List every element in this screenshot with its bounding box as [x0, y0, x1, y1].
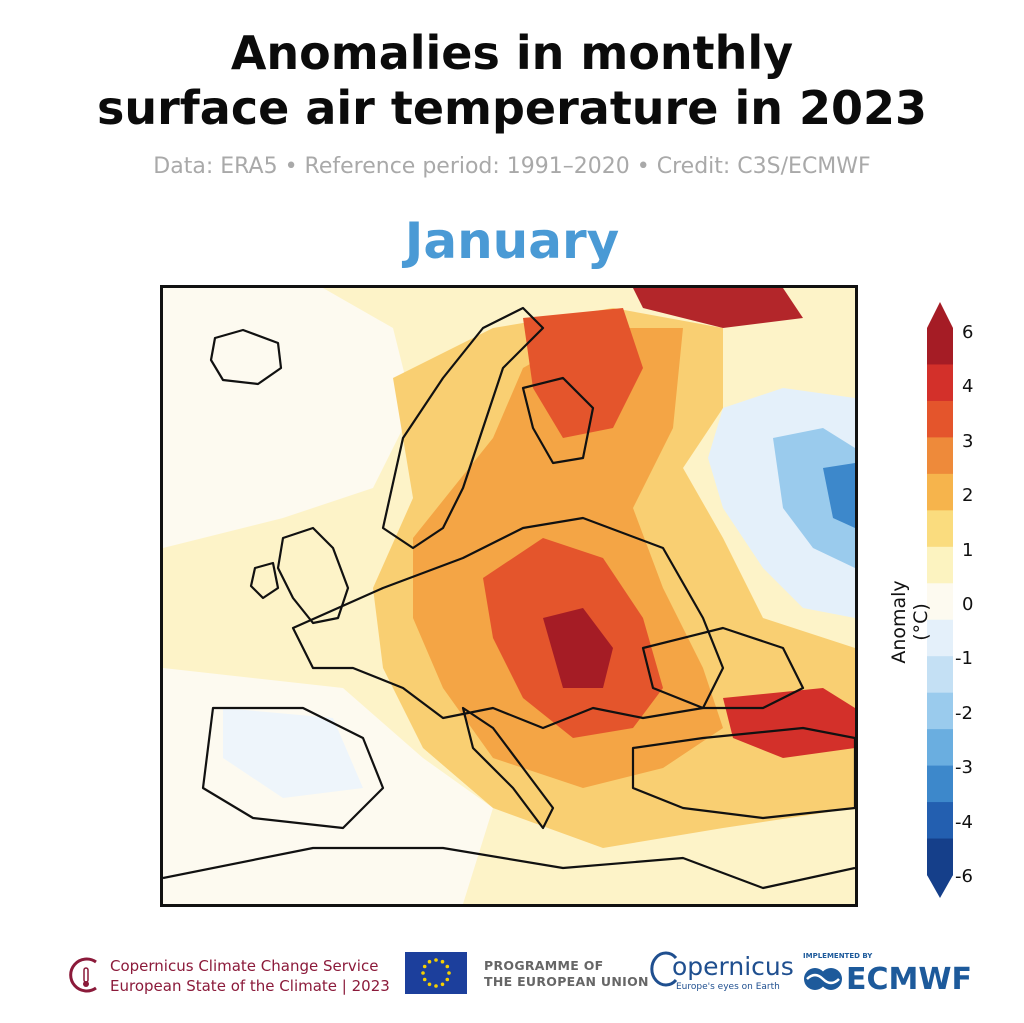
copernicus-wordmark: opernicus	[672, 952, 794, 981]
title-line-2: surface air temperature in 2023	[96, 81, 928, 135]
ecmwf-logo-icon	[804, 968, 842, 990]
hot-core-anatolia	[723, 688, 855, 758]
c3s-text: Copernicus Climate Change Service Europe…	[110, 956, 390, 996]
colorbar-tick-label: 1	[962, 539, 974, 561]
month-heading: January	[404, 212, 620, 270]
colorbar-tick-label: -3	[955, 757, 973, 779]
colorbar-tick-label: 4	[962, 376, 974, 398]
black-sea-outline	[641, 626, 805, 710]
north-africa-outline	[163, 846, 855, 890]
colorbar-tick-label: 6	[962, 322, 974, 343]
copernicus-tagline: Europe's eyes on Earth	[676, 982, 780, 992]
c3s-logo-icon	[69, 957, 97, 993]
colorbar-segment	[927, 400, 953, 438]
subtitle: Data: ERA5 • Reference period: 1991–2020…	[153, 154, 871, 179]
colorbar-title: Anomaly (°C)	[888, 580, 932, 664]
colorbar-segment	[927, 364, 953, 402]
copernicus-c-icon	[650, 951, 678, 987]
cool-core-russia	[773, 428, 855, 568]
title-line-1: Anomalies in monthly	[230, 26, 794, 80]
britain-outline	[276, 526, 350, 625]
implemented-by-text: IMPLEMENTED BY	[803, 952, 873, 960]
iceland-outline	[209, 328, 283, 386]
colorbar-arrow-top	[927, 302, 953, 328]
colorbar	[925, 300, 955, 904]
coastlines	[163, 306, 855, 890]
italy-outline	[461, 706, 555, 830]
colorbar-segment	[927, 729, 953, 767]
colorbar-tick-label: 3	[962, 430, 974, 452]
eu-line-1: PROGRAMME OF	[484, 958, 604, 973]
colorbar-segment	[927, 510, 953, 548]
mainland-outline	[291, 516, 725, 730]
c3s-line-1: Copernicus Climate Change Service	[110, 957, 379, 975]
colorbar-segment	[927, 802, 953, 840]
iberia-outline	[201, 706, 385, 830]
hot-core-northeast	[633, 288, 803, 328]
colorbar-segment	[927, 437, 953, 475]
colorbar-segment	[927, 765, 953, 803]
footer: Copernicus Climate Change Service Europe…	[0, 942, 1024, 1002]
colorbar-arrow-bottom	[927, 875, 953, 898]
anatolia-outline	[631, 726, 855, 820]
eu-stars	[421, 958, 451, 988]
c3s-line-2: European State of the Climate | 2023	[110, 977, 390, 995]
cold-core-russia	[823, 463, 855, 528]
colorbar-tick-label: 2	[962, 485, 974, 507]
chart-title: Anomalies in monthly surface air tempera…	[0, 26, 1024, 136]
ireland-outline	[249, 561, 280, 600]
colorbar-segment	[927, 656, 953, 694]
white-atlantic-region	[163, 288, 413, 548]
colorbar-segment	[927, 692, 953, 730]
colorbar-segment	[927, 583, 953, 621]
finland-outline	[521, 376, 595, 465]
ecmwf-wordmark: ECMWF	[846, 962, 972, 997]
colorbar-svg	[927, 302, 953, 898]
colorbar-tick-label: -1	[955, 648, 973, 670]
colorbar-segment	[927, 838, 953, 876]
colorbar-tick-label: 0	[962, 594, 974, 615]
colorbar-segment	[927, 473, 953, 511]
iberia-cool-patch	[223, 708, 363, 798]
colorbar-segment	[927, 546, 953, 584]
eu-flag-icon	[405, 952, 467, 994]
eu-line-2: THE EUROPEAN UNION	[484, 974, 649, 989]
colorbar-tick-label: -6	[955, 866, 973, 887]
warm-core-north	[523, 308, 643, 438]
colorbar-tick-label: -2	[955, 702, 973, 724]
colorbar-segment	[927, 619, 953, 657]
hot-core-central	[543, 608, 613, 688]
map-svg	[163, 288, 855, 904]
colorbar-segment	[927, 328, 953, 365]
eu-programme-text: PROGRAMME OF THE EUROPEAN UNION	[484, 958, 649, 990]
colorbar-tick-label: -4	[955, 811, 973, 833]
anomaly-map	[160, 285, 858, 907]
scandinavia-outline	[381, 306, 545, 550]
